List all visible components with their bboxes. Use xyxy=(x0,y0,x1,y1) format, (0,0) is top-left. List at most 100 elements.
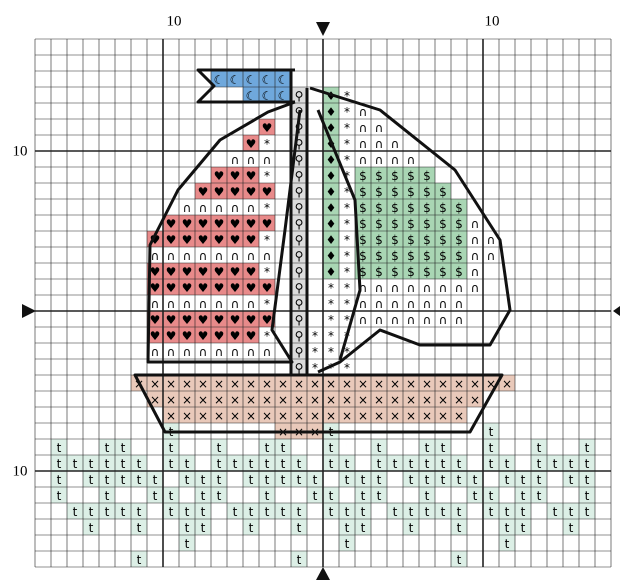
stitch-symbol: ♥ xyxy=(150,313,161,327)
stitch-symbol: $ xyxy=(407,201,415,215)
stitch xyxy=(339,151,355,167)
stitch-symbol: * xyxy=(264,137,270,151)
stitch-symbol: × xyxy=(470,393,480,407)
arrow xyxy=(316,22,330,36)
stitch-symbol: * xyxy=(344,137,350,151)
stitch-symbol: t xyxy=(217,489,222,503)
stitch-symbol: ♥ xyxy=(246,281,257,295)
stitch xyxy=(339,215,355,231)
stitch-symbol: t xyxy=(345,473,350,487)
stitch xyxy=(211,167,227,183)
stitch xyxy=(467,215,483,231)
stitch xyxy=(179,391,195,407)
stitch xyxy=(499,471,515,487)
stitch-symbol: t xyxy=(249,521,254,535)
stitch-symbol: ☾ xyxy=(246,89,257,103)
stitch-symbol: ♥ xyxy=(198,329,209,343)
stitch-symbol: ♥ xyxy=(214,281,225,295)
stitch-symbol: × xyxy=(166,393,176,407)
stitch-symbol: * xyxy=(344,169,350,183)
stitch-symbol: ☾ xyxy=(278,89,289,103)
stitch xyxy=(371,375,387,391)
stitch-symbol: ♦ xyxy=(326,233,337,247)
stitch-symbol: ♦ xyxy=(326,169,337,183)
stitch xyxy=(99,503,115,519)
stitch-symbol: × xyxy=(182,409,192,423)
stitch-symbol: * xyxy=(344,201,350,215)
stitch xyxy=(563,519,579,535)
stitch xyxy=(451,391,467,407)
stitch-symbol: t xyxy=(393,457,398,471)
stitch-symbol: ♥ xyxy=(246,137,257,151)
stitch xyxy=(403,231,419,247)
stitch-symbol: t xyxy=(585,505,590,519)
stitch xyxy=(163,343,179,359)
stitch xyxy=(275,455,291,471)
stitch xyxy=(275,87,291,103)
stitch xyxy=(195,391,211,407)
stitch-symbol: × xyxy=(406,393,416,407)
stitch-symbol: ♦ xyxy=(326,249,337,263)
stitch xyxy=(243,247,259,263)
stitch xyxy=(355,199,371,215)
stitch xyxy=(259,343,275,359)
stitch xyxy=(243,391,259,407)
stitch xyxy=(243,471,259,487)
stitch xyxy=(339,135,355,151)
stitch xyxy=(179,407,195,423)
stitch xyxy=(195,503,211,519)
stitch-symbol: ♥ xyxy=(166,329,177,343)
stitch xyxy=(195,279,211,295)
stitch-symbol: t xyxy=(169,457,174,471)
stitch-symbol: t xyxy=(553,457,558,471)
stitch xyxy=(195,407,211,423)
axis-label: 10 xyxy=(13,143,28,159)
stitch xyxy=(579,503,595,519)
stitch-symbol: ♥ xyxy=(214,313,225,327)
stitch xyxy=(323,343,339,359)
stitch-symbol: × xyxy=(278,393,288,407)
stitch-symbol: t xyxy=(489,425,494,439)
stitch xyxy=(323,183,339,199)
stitch-symbol: × xyxy=(374,377,384,391)
stitch-symbol: t xyxy=(57,441,62,455)
stitch xyxy=(275,407,291,423)
stitch-symbol: × xyxy=(342,377,352,391)
stitch xyxy=(243,231,259,247)
stitch-symbol: × xyxy=(294,409,304,423)
stitch-symbol: t xyxy=(457,553,462,567)
stitch-symbol: t xyxy=(105,441,110,455)
stitch xyxy=(275,375,291,391)
stitch xyxy=(467,471,483,487)
flag-outline xyxy=(196,68,295,104)
stitch xyxy=(163,407,179,423)
stitch xyxy=(131,551,147,567)
stitch-symbol: × xyxy=(182,377,192,391)
stitch xyxy=(243,311,259,327)
stitch-symbol: t xyxy=(377,489,382,503)
stitch-symbol: × xyxy=(422,393,432,407)
stitch xyxy=(451,263,467,279)
stitch-symbol: ∩ xyxy=(391,153,400,167)
stitch xyxy=(227,503,243,519)
stitch-symbol: ∩ xyxy=(231,201,240,215)
stitch-symbol: t xyxy=(473,489,478,503)
stitch-symbol: t xyxy=(57,489,62,503)
stitch xyxy=(259,215,275,231)
stitch xyxy=(371,311,387,327)
stitch-symbol: t xyxy=(361,473,366,487)
stitch xyxy=(259,471,275,487)
stitch-symbol: ⚲ xyxy=(295,137,304,151)
stitch-symbol: ∩ xyxy=(375,121,384,135)
stitch xyxy=(243,167,259,183)
stitch-symbol: * xyxy=(312,361,318,375)
stitch xyxy=(227,455,243,471)
stitch-symbol: t xyxy=(233,457,238,471)
stitch-symbol: ♦ xyxy=(326,105,337,119)
stitch-symbol: $ xyxy=(423,185,431,199)
stitch xyxy=(387,151,403,167)
stitch xyxy=(483,503,499,519)
stitch xyxy=(323,391,339,407)
stitch-symbol: ∩ xyxy=(439,297,448,311)
stitch-symbol: × xyxy=(390,393,400,407)
